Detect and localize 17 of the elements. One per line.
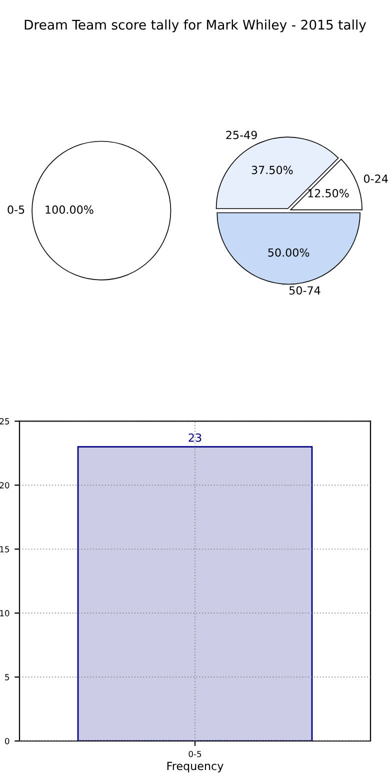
y-tick-label: 10	[0, 610, 10, 616]
data-label: 23	[188, 433, 202, 442]
data-label: 37.50%	[252, 166, 293, 174]
slice-label: 0-5	[8, 205, 24, 214]
y-tick-label: 5	[5, 674, 10, 680]
y-tick-label: 0	[5, 738, 10, 744]
x-axis-title: Frequency	[167, 762, 224, 772]
data-label: 100.00%	[46, 205, 94, 214]
slice-label: 0-24	[364, 174, 388, 183]
y-tick-label: 20	[0, 482, 10, 488]
data-label: 12.50%	[308, 189, 349, 198]
y-tick-label: 25	[0, 418, 10, 424]
data-label: 50.00%	[268, 248, 310, 257]
slice-label: 50-74	[289, 286, 320, 295]
chart-title: Dream Team score tally for Mark Whiley - 2015 tally	[24, 20, 366, 32]
y-tick-label: 15	[0, 546, 10, 552]
slice-label: 25-49	[226, 130, 257, 140]
